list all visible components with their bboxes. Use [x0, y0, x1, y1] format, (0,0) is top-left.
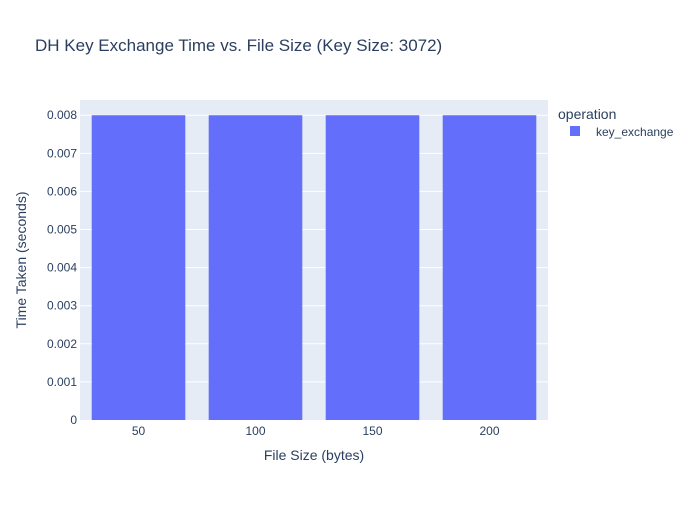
legend: operation key_exchange	[558, 106, 674, 139]
legend-swatch[interactable]	[570, 126, 580, 136]
x-tick-label: 200	[479, 424, 499, 438]
bar-key_exchange-50[interactable]	[91, 115, 186, 420]
y-tick-label: 0.002	[47, 337, 77, 351]
legend-items: key_exchange	[570, 125, 674, 139]
legend-title: operation	[558, 106, 616, 122]
y-axis-ticks: 0 0.001 0.002 0.003 0.004 0.005 0.006 0.007 0.00…	[47, 108, 77, 427]
bars	[91, 115, 537, 420]
legend-label[interactable]: key_exchange	[596, 125, 674, 139]
y-tick-label: 0.008	[47, 108, 77, 122]
x-tick-label: 50	[132, 424, 146, 438]
bar-key_exchange-100[interactable]	[208, 115, 303, 420]
y-tick-label: 0	[70, 413, 77, 427]
y-tick-label: 0.003	[47, 299, 77, 313]
y-tick-label: 0.001	[47, 375, 77, 389]
y-tick-label: 0.004	[47, 261, 77, 275]
x-axis-ticks: 50 100 150 200	[132, 424, 500, 438]
x-axis-title: File Size (bytes)	[264, 447, 364, 463]
x-tick-label: 100	[245, 424, 265, 438]
x-tick-label: 150	[362, 424, 382, 438]
y-axis-title: Time Taken (seconds)	[13, 192, 29, 329]
bar-key_exchange-150[interactable]	[325, 115, 420, 420]
y-tick-label: 0.005	[47, 223, 77, 237]
y-tick-label: 0.006	[47, 184, 77, 198]
y-tick-label: 0.007	[47, 146, 77, 160]
chart-title: DH Key Exchange Time vs. File Size (Key …	[35, 36, 442, 55]
bar-key_exchange-200[interactable]	[442, 115, 537, 420]
